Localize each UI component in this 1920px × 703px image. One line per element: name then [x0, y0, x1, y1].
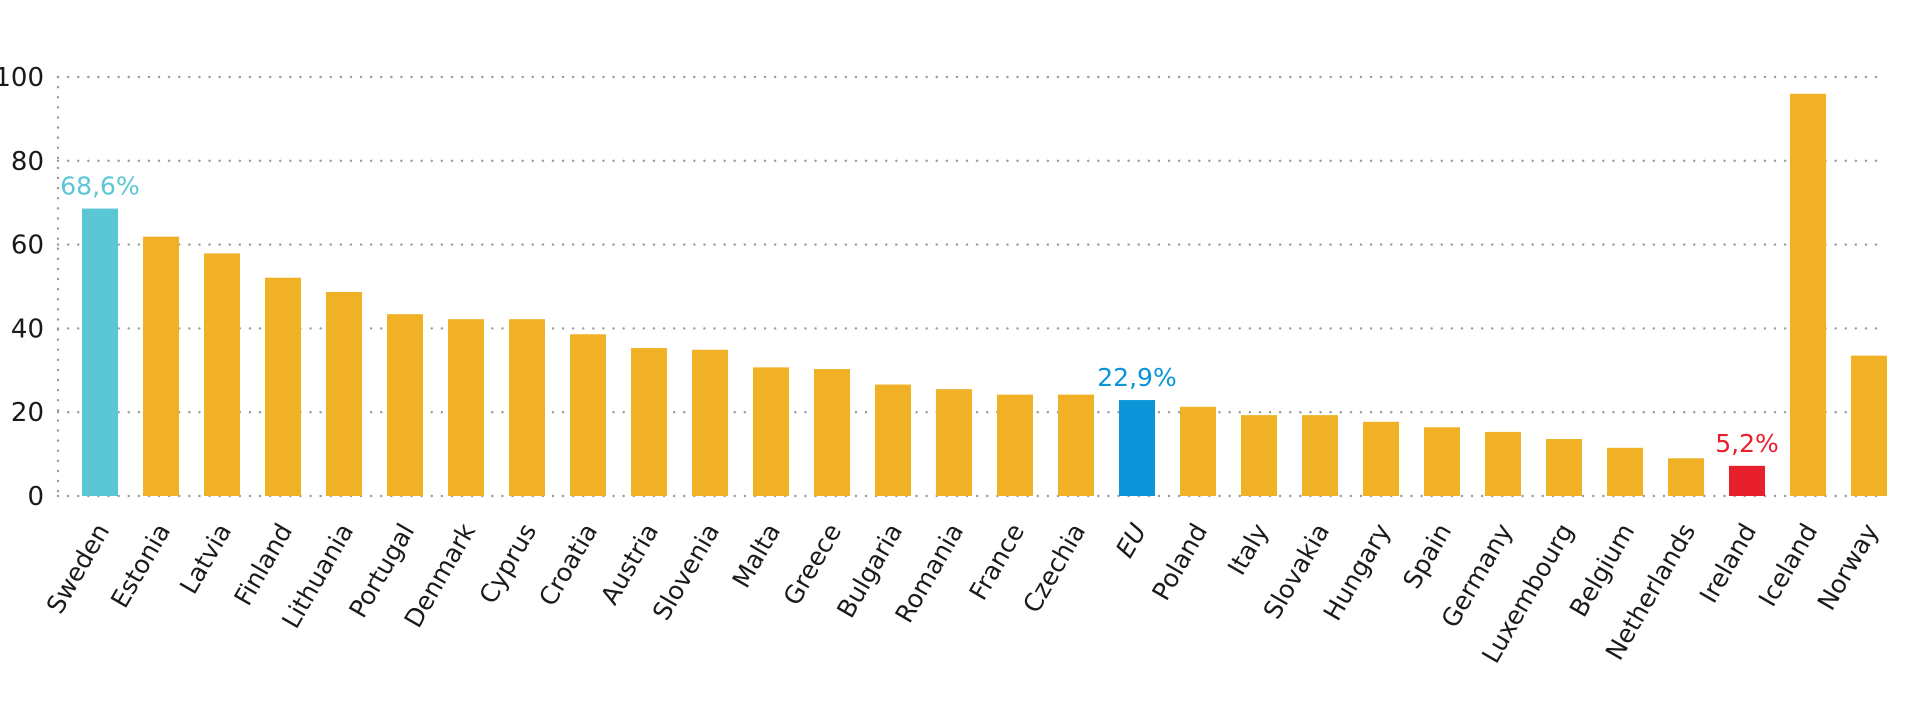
bar-poland: [1180, 406, 1216, 496]
bar-italy: [1241, 415, 1277, 496]
bar-france: [997, 394, 1033, 496]
bar-eu: [1119, 400, 1155, 496]
bar-portugal: [387, 314, 423, 496]
bar-latvia: [204, 253, 240, 496]
bar-slovenia: [692, 349, 728, 496]
bar-czechia: [1058, 394, 1094, 496]
category-labels: SwedenEstoniaLatviaFinlandLithuaniaPortu…: [41, 518, 1885, 668]
bar-bulgaria: [875, 384, 911, 496]
bar-netherlands: [1668, 458, 1704, 496]
bar-denmark: [448, 319, 484, 496]
bar-romania: [936, 389, 972, 496]
category-label-sweden: Sweden: [41, 519, 116, 619]
bar-ireland: [1729, 465, 1765, 496]
category-label-croatia: Croatia: [533, 519, 603, 611]
category-label-eu: EU: [1110, 519, 1152, 563]
bar-sweden: [82, 208, 118, 497]
bar-greece: [814, 369, 850, 496]
y-tick-label-20: 20: [11, 398, 44, 428]
bar-norway: [1851, 355, 1887, 496]
y-tick-label-0: 0: [27, 482, 44, 512]
category-label-cyprus: Cyprus: [473, 519, 542, 609]
y-tick-label-80: 80: [11, 147, 44, 177]
data-label-sweden: 68,6%: [60, 172, 139, 201]
category-label-greece: Greece: [778, 519, 848, 611]
category-label-malta: Malta: [727, 519, 787, 593]
bar-malta: [753, 367, 789, 496]
bar-luxembourg: [1546, 439, 1582, 496]
bars: [82, 93, 1887, 497]
bar-germany: [1485, 431, 1521, 496]
bar-cyprus: [509, 319, 545, 496]
category-label-estonia: Estonia: [105, 519, 176, 613]
bar-estonia: [143, 236, 179, 496]
category-label-ireland: Ireland: [1694, 519, 1762, 608]
y-tick-label-60: 60: [11, 231, 44, 261]
y-tick-label-100: 100: [0, 63, 44, 93]
bar-slovakia: [1302, 415, 1338, 496]
category-label-spain: Spain: [1397, 519, 1457, 594]
bar-belgium: [1607, 447, 1643, 496]
bar-lithuania: [326, 291, 362, 496]
category-label-austria: Austria: [595, 519, 664, 610]
data-label-eu: 22,9%: [1097, 363, 1176, 392]
category-label-france: France: [964, 519, 1031, 606]
category-label-finland: Finland: [228, 519, 298, 611]
bar-spain: [1424, 427, 1460, 496]
category-label-poland: Poland: [1146, 519, 1213, 606]
bar-hungary: [1363, 421, 1399, 496]
bar-austria: [631, 348, 667, 496]
data-label-ireland: 5,2%: [1715, 429, 1779, 458]
category-label-italy: Italy: [1222, 518, 1274, 580]
y-tick-label-40: 40: [11, 314, 44, 344]
bar-iceland: [1790, 93, 1826, 496]
y-axis-ticks: 0 20 40 60 80 100: [0, 63, 44, 512]
category-label-latvia: Latvia: [174, 519, 237, 599]
data-labels: 68,6% 22,9% 5,2%: [60, 172, 1778, 458]
bar-finland: [265, 277, 301, 496]
bar-croatia: [570, 334, 606, 496]
